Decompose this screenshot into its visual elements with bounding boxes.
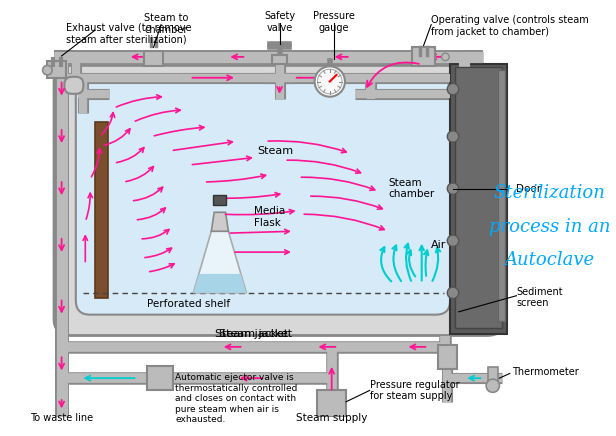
Bar — [450, 64, 507, 334]
Text: Steam to
chamber: Steam to chamber — [144, 13, 188, 35]
Text: Operating valve (controls steam
from jacket to chamber): Operating valve (controls steam from jac… — [431, 15, 589, 37]
Polygon shape — [193, 274, 246, 293]
Circle shape — [43, 65, 52, 75]
Bar — [498, 70, 505, 321]
Text: Exhaust valve (to remove
steam after sterilization): Exhaust valve (to remove steam after ste… — [67, 23, 192, 44]
Text: To waste line: To waste line — [30, 413, 93, 423]
Bar — [272, 55, 287, 65]
Circle shape — [447, 83, 459, 95]
Bar — [47, 61, 67, 78]
Circle shape — [486, 379, 500, 392]
Text: Steam: Steam — [257, 146, 293, 156]
Circle shape — [447, 235, 459, 246]
Bar — [455, 67, 502, 328]
Text: Sterilization: Sterilization — [493, 184, 606, 202]
Text: Perforated shelf: Perforated shelf — [147, 300, 230, 310]
FancyBboxPatch shape — [54, 65, 504, 335]
Polygon shape — [193, 231, 246, 293]
Bar — [317, 391, 346, 417]
Text: Steam jacket: Steam jacket — [219, 329, 293, 339]
Text: Door: Door — [516, 184, 541, 194]
Bar — [412, 48, 435, 66]
Text: Media
Flask: Media Flask — [254, 206, 285, 228]
Bar — [95, 122, 108, 298]
FancyBboxPatch shape — [65, 77, 83, 94]
Circle shape — [447, 131, 459, 142]
Text: Air: Air — [431, 241, 447, 250]
Bar — [488, 367, 498, 386]
Text: Thermometer: Thermometer — [512, 367, 578, 377]
Text: Steam jacket: Steam jacket — [214, 329, 288, 339]
Text: process in an: process in an — [489, 218, 610, 235]
Text: Autoclave: Autoclave — [505, 251, 594, 269]
Circle shape — [442, 53, 449, 61]
Bar — [144, 51, 163, 66]
Bar — [438, 345, 457, 369]
Text: Automatic ejector valve is
thermostatically controlled
and closes on contact wit: Automatic ejector valve is thermostatica… — [176, 373, 298, 424]
Circle shape — [447, 183, 459, 194]
FancyBboxPatch shape — [76, 78, 450, 315]
Polygon shape — [211, 212, 229, 231]
Text: Steam supply: Steam supply — [296, 413, 367, 423]
Text: Safety
valve: Safety valve — [264, 11, 295, 33]
Bar — [213, 195, 227, 205]
Text: Steam
chamber: Steam chamber — [389, 178, 435, 199]
Bar — [147, 366, 174, 391]
Text: Pressure regulator
for steam supply: Pressure regulator for steam supply — [370, 380, 459, 401]
Circle shape — [447, 287, 459, 299]
Text: Pressure
gauge: Pressure gauge — [313, 11, 355, 33]
Text: Sediment
screen: Sediment screen — [516, 287, 563, 308]
Circle shape — [317, 69, 342, 94]
Circle shape — [315, 66, 345, 97]
